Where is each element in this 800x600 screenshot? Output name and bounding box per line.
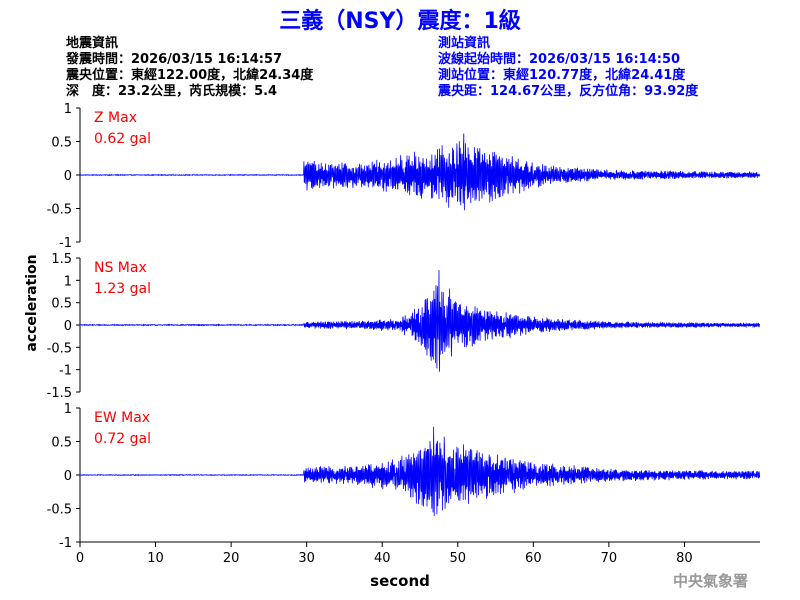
waveform-ns	[79, 270, 761, 372]
waveform-z	[79, 133, 761, 211]
event-info-heading: 地震資訊	[66, 35, 118, 51]
y-tick-label: 0.5	[51, 136, 72, 151]
station-info-heading: 測站資訊	[438, 35, 490, 51]
origin-time: 發震時間：2026/03/15 16:14:57	[65, 51, 282, 67]
waveform-ew	[80, 426, 761, 517]
panel-z: 1 0.5 0 -0.5 -1 Z Max 0.62 gal	[47, 102, 761, 251]
x-axis-label: second	[370, 572, 430, 590]
x-tick-label: 40	[374, 551, 391, 566]
y-tick-label: 0.5	[51, 436, 72, 451]
depth-magnitude: 深 度：23.2公里，芮氏規模：5.4	[66, 83, 277, 99]
y-tick-label: 0.5	[51, 297, 72, 312]
station-location: 測站位置：東經120.77度，北緯24.41度	[438, 67, 686, 83]
y-tick-label: -0.5	[47, 203, 72, 218]
y-tick-label: 0	[64, 319, 72, 334]
panel-ew: 1 0.5 0 -0.5 -1 EW Max 0.72 gal	[47, 402, 761, 551]
y-tick-label: -0.5	[47, 503, 72, 518]
max-value-ew: 0.72 gal	[94, 431, 151, 447]
station-info: 測站資訊 波線起始時間：2026/03/15 16:14:50 測站位置：東經1…	[437, 35, 699, 99]
wave-start-time: 波線起始時間：2026/03/15 16:14:50	[438, 51, 680, 67]
x-axis: 0 10 20 30 40 50 60 70 80	[76, 541, 760, 566]
x-tick-label: 20	[223, 551, 240, 566]
y-tick-label: 1	[64, 274, 72, 289]
y-tick-label: -1	[59, 536, 72, 551]
y-axis-label: acceleration	[24, 254, 40, 351]
max-label-z: Z Max	[94, 110, 137, 126]
epicentral-distance: 震央距：124.67公里，反方位角：93.92度	[437, 83, 699, 99]
y-tick-label: -1	[59, 236, 72, 251]
x-tick-label: 30	[298, 551, 315, 566]
max-label-ew: EW Max	[94, 410, 150, 426]
epicenter: 震央位置：東經122.00度，北緯24.34度	[65, 67, 314, 83]
y-tick-label: 1	[64, 402, 72, 417]
max-value-z: 0.62 gal	[94, 131, 151, 147]
agency-watermark: 中央氣象署	[673, 572, 748, 590]
page-title: 三義（NSY）震度：1級	[279, 8, 521, 34]
max-label-ns: NS Max	[94, 260, 147, 276]
panels: 1 0.5 0 -0.5 -1 Z Max 0.62 gal 1.5 1 0.5 0 -0.5 -1 -1…	[47, 102, 761, 551]
y-tick-label: 0	[64, 469, 72, 484]
x-tick-label: 10	[147, 551, 164, 566]
panel-ns: 1.5 1 0.5 0 -0.5 -1 -1.5 NS Max 1.23 gal	[47, 252, 761, 401]
event-info: 地震資訊 發震時間：2026/03/15 16:14:57 震央位置：東經122…	[65, 35, 314, 99]
x-tick-label: 0	[76, 551, 84, 566]
x-tick-label: 80	[676, 551, 693, 566]
y-tick-label: 0	[64, 169, 72, 184]
x-tick-label: 50	[450, 551, 467, 566]
y-tick-label: 1.5	[51, 252, 72, 267]
y-tick-label: -1	[59, 364, 72, 379]
x-tick-label: 70	[601, 551, 618, 566]
y-tick-label: -1.5	[47, 386, 72, 401]
max-value-ns: 1.23 gal	[94, 281, 151, 297]
y-tick-label: -0.5	[47, 341, 72, 356]
x-tick-label: 60	[525, 551, 542, 566]
y-tick-label: 1	[64, 102, 72, 117]
